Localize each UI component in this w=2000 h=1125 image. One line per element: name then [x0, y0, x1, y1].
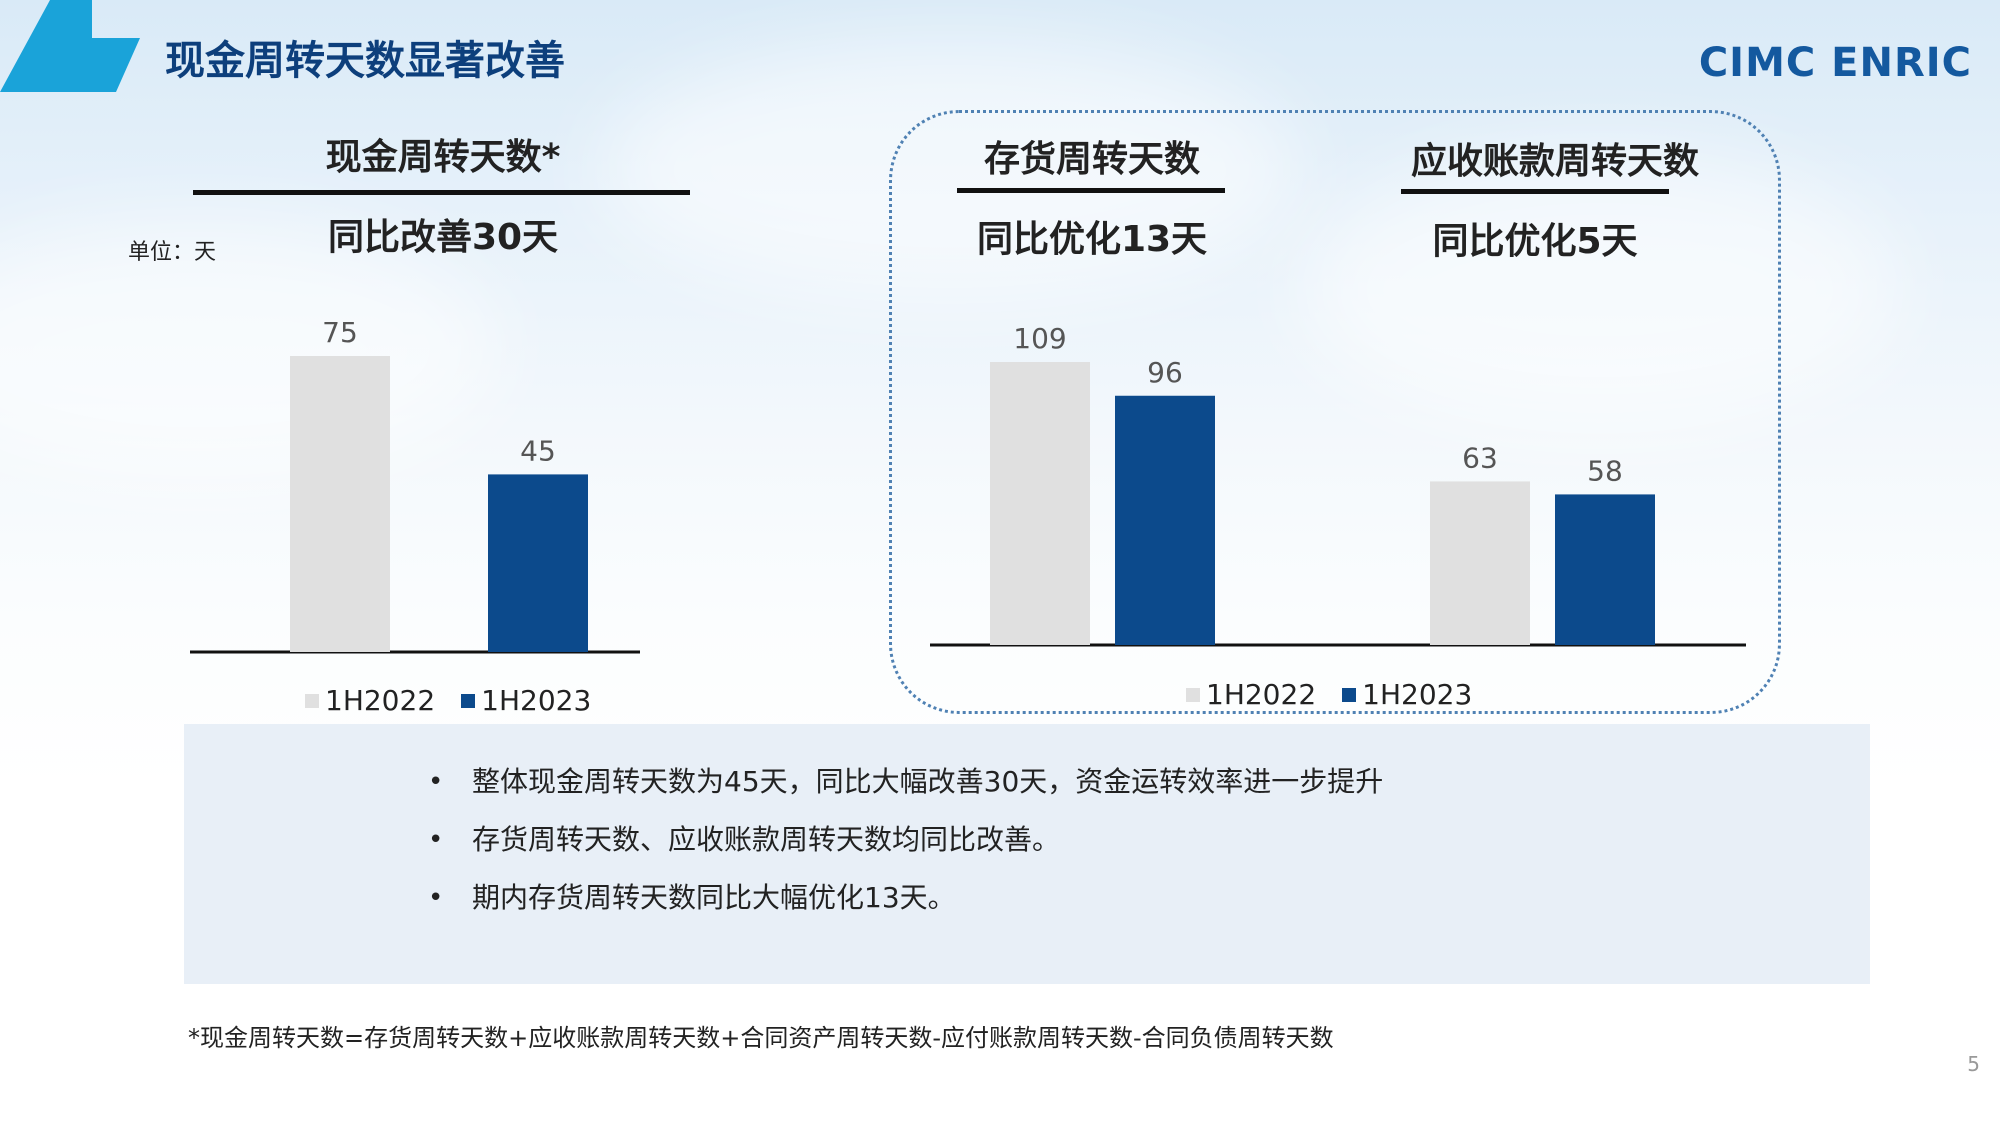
footnote: *现金周转天数=存货周转天数+应收账款周转天数+合同资产周转天数-应付账款周转天… [188, 1024, 1334, 1052]
bar-current [488, 474, 588, 652]
page-number: 5 [1967, 1052, 1980, 1076]
bar-current [1555, 494, 1655, 645]
bullet-dot: • [428, 883, 444, 913]
legend-label-current: 1H2023 [1362, 678, 1473, 711]
bullet-dot: • [428, 825, 444, 855]
legend-swatch-current [461, 693, 476, 708]
bullet-item: • 存货周转天数、应收账款周转天数均同比改善。 [240, 818, 1383, 876]
data-label: 63 [1462, 441, 1498, 474]
legend-item-current: 1H2023 [1342, 678, 1472, 711]
bar-prior [1430, 481, 1530, 645]
legend-swatch-current [1342, 687, 1357, 702]
unit-label: 单位：天 [128, 240, 217, 265]
dotted-group-box [889, 110, 1781, 714]
cash-cycle-subtitle: 同比改善30天 [327, 217, 559, 258]
summary-bullets: • 整体现金周转天数为45天，同比大幅改善30天，资金运转效率进一步提升 • 存货周… [240, 760, 1383, 934]
inventory-receivables-legend: 1H2022 1H2023 [1186, 678, 1498, 711]
inventory-title: 存货周转天数 [983, 139, 1200, 180]
legend-label-prior: 1H2022 [1206, 678, 1317, 711]
cash-cycle-chart: 75 45 [190, 316, 640, 654]
data-label: 45 [520, 434, 556, 467]
legend-item-current: 1H2023 [461, 684, 591, 717]
legend-swatch-prior [1186, 687, 1200, 702]
bar-prior [990, 362, 1090, 645]
inventory-receivables-chart: 109 96 63 58 [930, 322, 1746, 647]
inventory-subtitle: 同比优化13天 [976, 219, 1208, 260]
background-cloud [0, 220, 500, 480]
legend-item-prior: 1H2022 [1186, 678, 1316, 711]
cash-cycle-legend: 1H2022 1H2023 [305, 684, 617, 717]
summary-panel [184, 724, 1870, 984]
data-label: 96 [1147, 356, 1183, 389]
legend-item-prior: 1H2022 [305, 684, 435, 717]
bullet-text: 期内存货周转天数同比大幅优化13天。 [472, 881, 956, 914]
bar-prior [290, 356, 390, 652]
legend-label-prior: 1H2022 [325, 684, 436, 717]
bullet-text: 整体现金周转天数为45天，同比大幅改善30天，资金运转效率进一步提升 [472, 765, 1384, 798]
legend-swatch-prior [305, 693, 319, 708]
receivables-rule [1401, 189, 1669, 194]
data-label: 75 [322, 316, 358, 349]
brand-logo-text: CIMC ENRIC [1698, 40, 1972, 86]
receivables-subtitle: 同比优化5天 [1432, 221, 1638, 262]
cash-cycle-title: 现金周转天数* [325, 137, 561, 178]
bullet-item: • 期内存货周转天数同比大幅优化13天。 [240, 876, 1383, 934]
inventory-rule [957, 188, 1225, 193]
corner-logo-shape [0, 0, 140, 92]
data-label: 58 [1587, 454, 1623, 487]
cash-cycle-rule [193, 190, 690, 195]
bar-current [1115, 395, 1215, 645]
bullet-text: 存货周转天数、应收账款周转天数均同比改善。 [472, 823, 1061, 856]
page-title: 现金周转天数显著改善 [165, 38, 565, 84]
legend-label-current: 1H2023 [481, 684, 592, 717]
receivables-title: 应收账款周转天数 [1410, 141, 1699, 182]
bullet-item: • 整体现金周转天数为45天，同比大幅改善30天，资金运转效率进一步提升 [240, 760, 1383, 818]
bullet-dot: • [428, 767, 444, 797]
data-label: 109 [1013, 322, 1066, 355]
background-cloud [1300, 150, 1900, 430]
